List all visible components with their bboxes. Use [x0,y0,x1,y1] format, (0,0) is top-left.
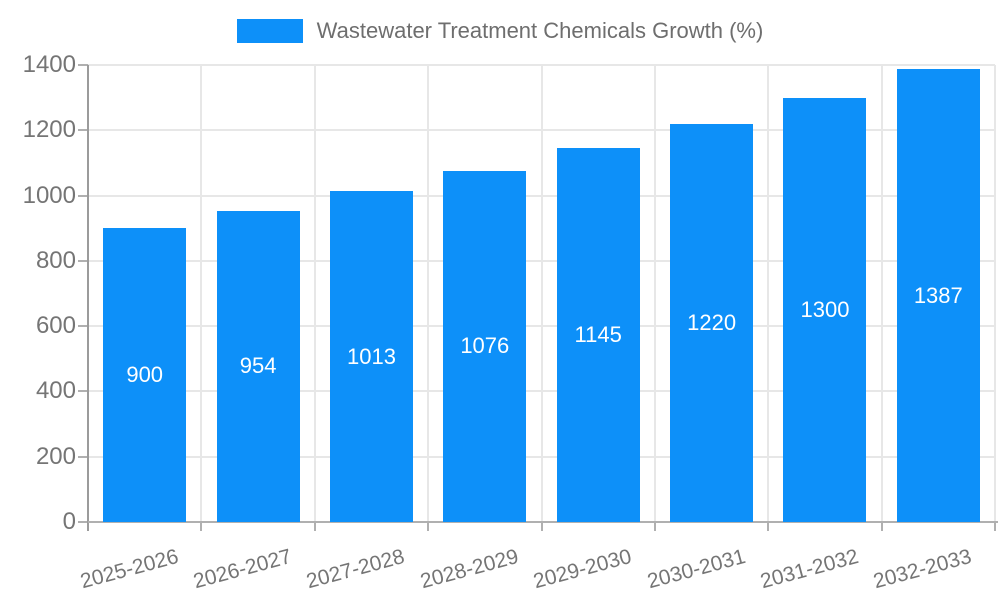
x-axis-tick [427,522,430,531]
y-axis-tick-label: 1000 [22,181,76,209]
x-axis-baseline [88,521,998,523]
bar-value-label: 1387 [913,282,963,308]
bar-value-label: 954 [239,353,277,379]
bar [896,69,980,522]
gridline-vertical [313,65,316,522]
legend-label: Wastewater Treatment Chemicals Growth (%… [316,18,764,43]
y-axis-tick [78,455,88,458]
bar-value-label: 1013 [347,343,396,369]
x-axis-tick [540,522,543,531]
x-axis-tick [653,522,656,531]
bar-value-label: 1300 [800,296,850,322]
legend-swatch [236,19,303,43]
y-axis-tick-label: 400 [35,377,76,405]
x-axis-tick [313,522,316,531]
y-axis-tick [78,325,88,328]
y-axis-tick-label: 800 [35,246,76,274]
gridline-vertical [994,65,996,522]
bar [783,97,867,522]
y-axis-tick-label: 600 [35,312,76,340]
bar [329,191,413,522]
y-axis-tick-label: 200 [35,442,76,470]
y-axis-tick [78,129,88,132]
gridline-vertical [427,65,430,522]
bar [443,170,527,522]
x-axis-tick [994,522,996,531]
bar [670,123,754,522]
bar-value-label: 1220 [687,309,737,335]
gridline-vertical [880,65,883,522]
gridline-vertical [540,65,543,522]
y-axis-tick [78,259,88,262]
gridline-vertical [767,65,770,522]
y-axis-tick [78,390,88,393]
bar [216,210,300,522]
bar-value-label: 900 [126,362,164,388]
gridline-vertical [200,65,203,522]
bar [556,148,640,522]
y-axis-tick-label: 1400 [22,51,76,78]
y-axis-tick-label: 0 [62,508,76,535]
y-axis-tick [78,521,88,523]
y-axis-tick [78,64,88,66]
legend: Wastewater Treatment Chemicals Growth (%… [0,16,1000,46]
x-axis-tick [880,522,883,531]
bar-value-label: 1145 [574,322,622,348]
y-axis-tick [78,194,88,197]
gridline-vertical [653,65,656,522]
bar-value-label: 1076 [460,333,510,359]
y-axis-tick-label: 1200 [22,116,76,144]
y-axis-line [87,65,89,531]
x-axis-tick [767,522,770,531]
bar [103,228,187,522]
x-axis-tick [200,522,203,531]
